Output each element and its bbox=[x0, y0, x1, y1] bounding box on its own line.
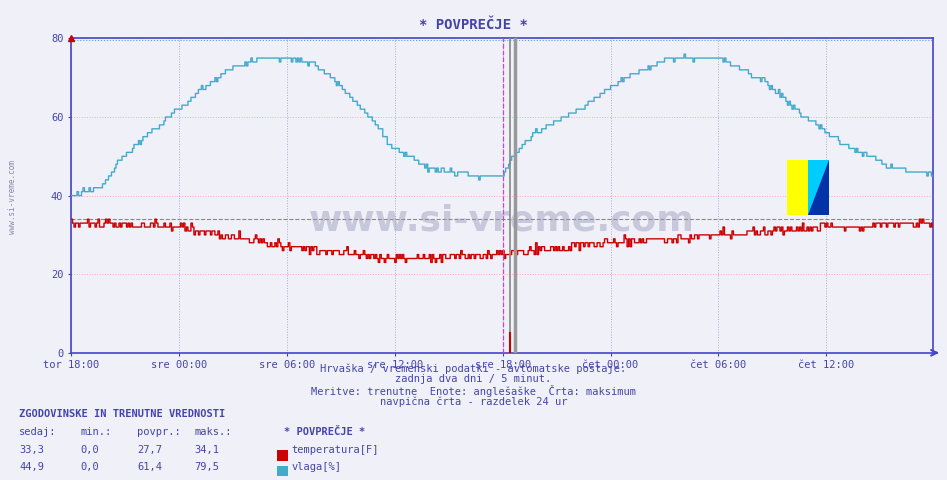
Polygon shape bbox=[809, 160, 830, 215]
Text: navpična črta - razdelek 24 ur: navpična črta - razdelek 24 ur bbox=[380, 396, 567, 407]
Text: 33,3: 33,3 bbox=[19, 445, 44, 455]
Text: www.si-vreme.com: www.si-vreme.com bbox=[8, 160, 17, 234]
Bar bbox=[809, 160, 830, 215]
Text: Meritve: trenutne  Enote: anglešaške  Črta: maksimum: Meritve: trenutne Enote: anglešaške Črta… bbox=[311, 385, 636, 397]
Bar bbox=[809, 160, 830, 215]
Text: * POVPREČJE *: * POVPREČJE * bbox=[420, 18, 527, 32]
Text: 61,4: 61,4 bbox=[137, 462, 162, 472]
Text: temperatura[F]: temperatura[F] bbox=[292, 445, 379, 455]
Text: 34,1: 34,1 bbox=[194, 445, 219, 455]
Text: 79,5: 79,5 bbox=[194, 462, 219, 472]
Text: 0,0: 0,0 bbox=[80, 445, 99, 455]
Text: maks.:: maks.: bbox=[194, 427, 232, 437]
Text: min.:: min.: bbox=[80, 427, 112, 437]
Text: 44,9: 44,9 bbox=[19, 462, 44, 472]
Text: 0,0: 0,0 bbox=[80, 462, 99, 472]
Bar bbox=[787, 160, 809, 215]
Polygon shape bbox=[809, 160, 830, 215]
Text: zadnja dva dni / 5 minut.: zadnja dva dni / 5 minut. bbox=[396, 374, 551, 384]
Text: sedaj:: sedaj: bbox=[19, 427, 57, 437]
Text: ZGODOVINSKE IN TRENUTNE VREDNOSTI: ZGODOVINSKE IN TRENUTNE VREDNOSTI bbox=[19, 409, 225, 419]
Text: www.si-vreme.com: www.si-vreme.com bbox=[309, 204, 695, 238]
Text: Hrvaška / vremenski podatki - avtomatske postaje.: Hrvaška / vremenski podatki - avtomatske… bbox=[320, 363, 627, 374]
Text: 27,7: 27,7 bbox=[137, 445, 162, 455]
Polygon shape bbox=[787, 160, 809, 215]
Polygon shape bbox=[809, 188, 830, 215]
Text: * POVPREČJE *: * POVPREČJE * bbox=[284, 427, 366, 437]
Text: vlaga[%]: vlaga[%] bbox=[292, 462, 342, 472]
Bar bbox=[787, 160, 809, 215]
Text: povpr.:: povpr.: bbox=[137, 427, 181, 437]
